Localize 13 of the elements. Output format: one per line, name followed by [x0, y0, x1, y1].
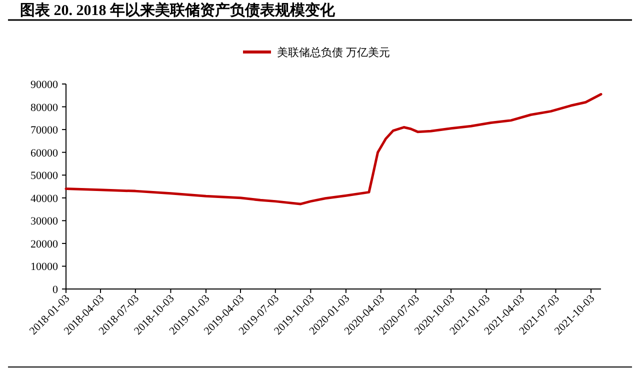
- y-tick-label: 10000: [30, 261, 58, 274]
- y-tick-label: 40000: [30, 192, 58, 205]
- chart-title: 图表 20. 2018 年以来美联储资产负债表规模变化: [20, 1, 336, 19]
- y-tick-label: 20000: [30, 238, 58, 250]
- y-tick-label: 90000: [30, 79, 58, 91]
- y-tick-label: 80000: [30, 102, 58, 114]
- y-tick-label: 50000: [30, 170, 58, 182]
- y-tick-label: 30000: [30, 216, 58, 228]
- line-series: [64, 93, 602, 206]
- legend-label: 美联储总负债 万亿美元: [277, 46, 390, 59]
- y-tick-label: 0: [52, 284, 58, 296]
- y-tick-label: 70000: [30, 124, 58, 137]
- y-tick-label: 60000: [30, 147, 58, 160]
